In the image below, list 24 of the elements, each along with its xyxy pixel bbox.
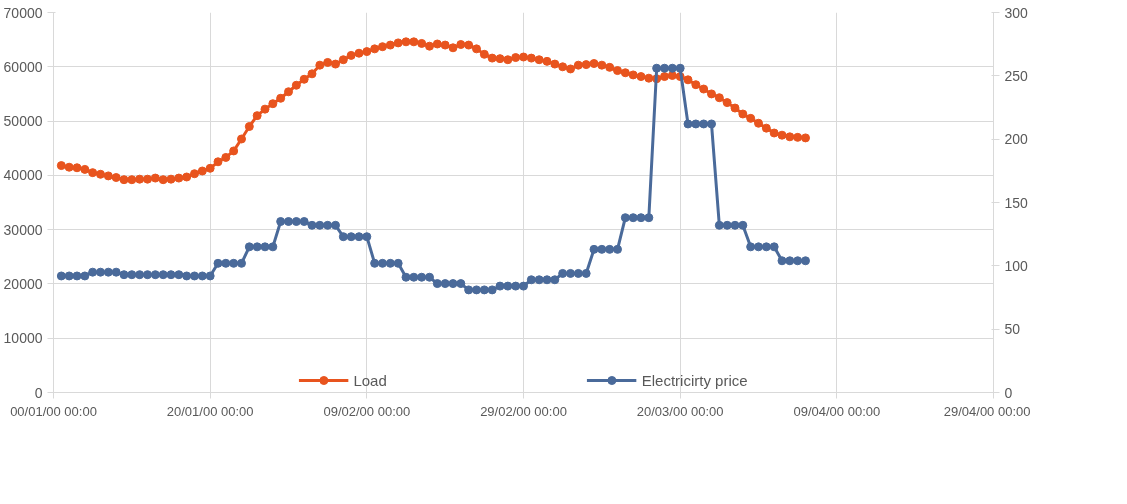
y-tick-label: 70000 [3, 4, 43, 21]
y2-tick-label: 150 [1004, 194, 1029, 211]
x-tick-label: 20/01/00 00:00 [166, 403, 254, 419]
y2-tick-label: 0 [1004, 384, 1013, 401]
y-tick-label: 0 [34, 384, 43, 401]
y-tick-label: 30000 [3, 221, 43, 238]
x-tick-label: 09/02/00 00:00 [323, 403, 411, 419]
y-tick-label: 10000 [3, 330, 43, 347]
x-tick-label: 20/03/00 00:00 [636, 403, 724, 419]
y-tick-label: 50000 [3, 113, 43, 130]
y2-tick-label: 300 [1004, 4, 1029, 21]
legend-label: Electricirty price [641, 371, 748, 389]
y2-tick-label: 100 [1004, 257, 1029, 274]
y-tick-label: 20000 [3, 275, 43, 292]
y-tick-label: 60000 [3, 58, 43, 75]
y2-tick-label: 200 [1004, 131, 1029, 148]
x-tick-label: 00/01/00 00:00 [10, 403, 97, 419]
y2-tick-label: 50 [1004, 321, 1021, 338]
x-tick-label: 29/04/00 00:00 [943, 403, 1031, 419]
x-tick-label: 09/04/00 00:00 [793, 403, 881, 419]
legend-label: Load [353, 371, 387, 389]
x-tick-label: 29/02/00 00:00 [480, 403, 567, 419]
y-tick-label: 40000 [3, 167, 43, 184]
y2-tick-label: 250 [1004, 67, 1029, 84]
